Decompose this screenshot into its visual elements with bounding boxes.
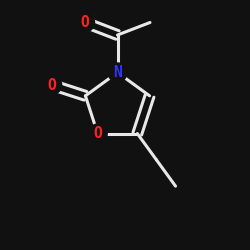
Text: O: O <box>93 126 102 141</box>
Circle shape <box>88 124 107 143</box>
Text: N: N <box>113 65 122 80</box>
Text: O: O <box>48 78 56 92</box>
Circle shape <box>76 13 94 32</box>
Circle shape <box>108 63 127 82</box>
Text: O: O <box>80 15 89 30</box>
Circle shape <box>42 76 62 94</box>
